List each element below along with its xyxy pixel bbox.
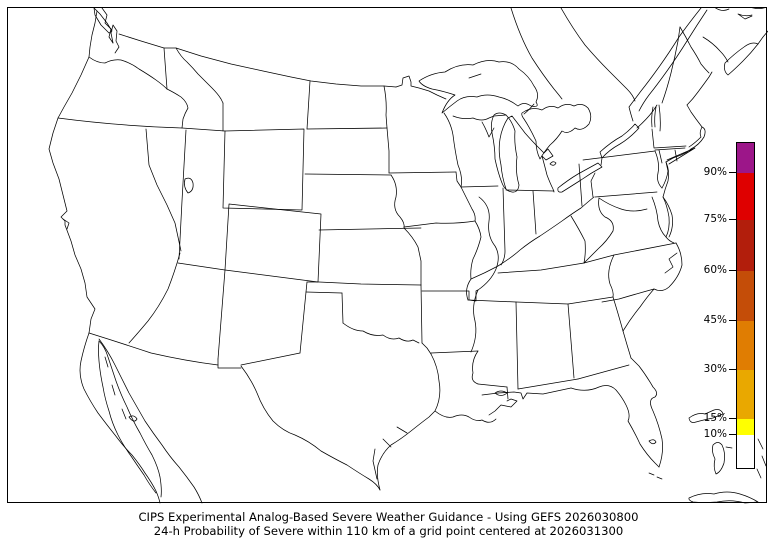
colorbar-segment <box>737 321 754 370</box>
colorbar-tick-mark <box>729 418 736 419</box>
colorbar-tick-mark <box>729 320 736 321</box>
canada-border-and-lines <box>118 8 708 129</box>
great-lakes <box>418 60 640 193</box>
colorbar-segment <box>737 173 754 220</box>
colorbar-tick-label: 10% <box>703 428 727 440</box>
us-basemap-svg <box>48 8 768 504</box>
colorbar-tick-mark <box>729 219 736 220</box>
colorbar-segment <box>737 220 754 271</box>
colorbar-tick-label: 45% <box>703 314 727 326</box>
colorbar-tick-mark <box>729 172 736 173</box>
mexico <box>79 332 219 504</box>
bahamas-cuba <box>688 409 767 504</box>
state-borders-south-east <box>466 150 677 400</box>
caption-line-1: CIPS Experimental Analog-Based Severe We… <box>138 510 639 524</box>
colorbar-segment <box>737 143 754 173</box>
texas-and-gulf <box>240 353 497 491</box>
canada-maritimes <box>702 8 768 76</box>
colorbar-tick-label: 90% <box>703 166 727 178</box>
colorbar-segment <box>737 419 754 435</box>
colorbar-segment <box>737 370 754 419</box>
state-borders-midwest <box>388 112 595 354</box>
gulf-and-florida-coast <box>481 288 663 480</box>
colorbar-segment <box>737 435 754 468</box>
colorbar-tick-label: 75% <box>703 213 727 225</box>
atlantic-coast-northeast <box>651 26 713 291</box>
colorbar-tick-label: 30% <box>703 363 727 375</box>
state-borders-plains <box>217 80 432 369</box>
colorbar-tick-label: 60% <box>703 264 727 276</box>
colorbar-tick-mark <box>729 270 736 271</box>
probability-colorbar <box>736 142 755 469</box>
west-coastlines <box>48 8 120 334</box>
state-borders-west <box>57 47 322 344</box>
caption-line-2: 24-h Probability of Severe within 110 km… <box>153 523 624 538</box>
colorbar-tick-mark <box>729 434 736 435</box>
colorbar-segment <box>737 271 754 321</box>
map-frame <box>7 7 768 504</box>
colorbar-tick-label: 15% <box>703 412 727 424</box>
figure-caption: CIPS Experimental Analog-Based Severe We… <box>0 510 777 538</box>
colorbar-tick-mark <box>729 369 736 370</box>
